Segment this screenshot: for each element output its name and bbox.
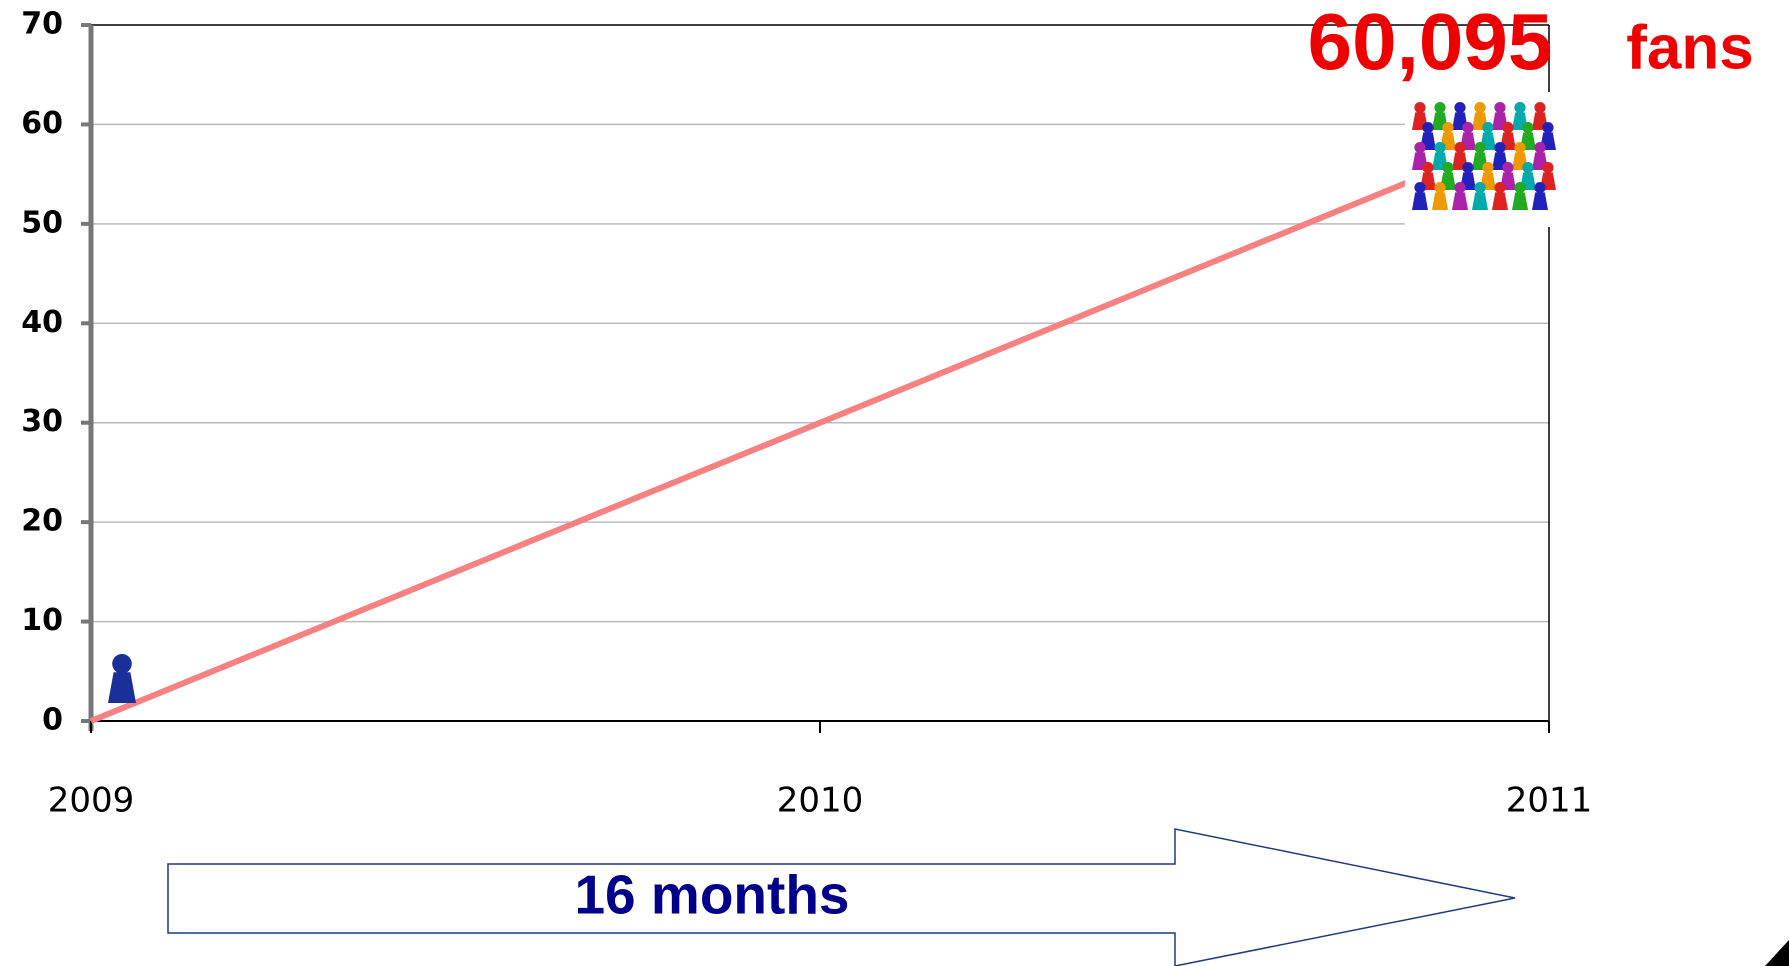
pawn-head xyxy=(1522,122,1533,133)
pawn-head xyxy=(1454,102,1465,113)
pawn-head xyxy=(1514,102,1525,113)
pawn-head xyxy=(1502,162,1513,173)
pawn-head xyxy=(1474,182,1485,193)
pawn-head xyxy=(1474,142,1485,153)
chart: 0 10 20 30 40 50 60 70 2009 2010 2011 16 months 60… xyxy=(0,0,1789,966)
pawn-head xyxy=(1494,102,1505,113)
pawn-icon xyxy=(108,654,136,703)
pawn-head xyxy=(1414,102,1425,113)
y-tick-label: 70 xyxy=(21,7,63,42)
pawn-head xyxy=(1514,182,1525,193)
y-tick-label: 50 xyxy=(21,205,63,240)
pawn-head xyxy=(1414,142,1425,153)
y-tick-label: 0 xyxy=(42,703,63,738)
pawn-head xyxy=(1462,162,1473,173)
y-tick-label: 20 xyxy=(21,504,63,539)
pawn-head xyxy=(1434,182,1445,193)
plot: 0 10 20 30 40 50 60 70 2009 2010 2011 xyxy=(21,7,1592,821)
pawn-head xyxy=(1434,142,1445,153)
x-tick-label: 2010 xyxy=(777,781,864,821)
pawn-head xyxy=(1422,162,1433,173)
pawn-head xyxy=(1542,162,1553,173)
pawn-head xyxy=(1482,162,1493,173)
x-tick-label: 2011 xyxy=(1506,781,1593,821)
pawn-head xyxy=(1434,102,1445,113)
pawn-head xyxy=(1494,142,1505,153)
y-tick-label: 60 xyxy=(21,106,63,141)
pawn-head xyxy=(112,654,132,674)
pawn-head xyxy=(1462,122,1473,133)
pawn-head xyxy=(1482,122,1493,133)
pawn-head xyxy=(1454,142,1465,153)
pawn-head xyxy=(1474,102,1485,113)
y-tick-label: 10 xyxy=(21,603,63,638)
pawn-head xyxy=(1422,122,1433,133)
arrow-label: 16 months xyxy=(574,864,849,926)
pawn-body xyxy=(108,672,136,703)
x-tick-label: 2009 xyxy=(48,781,135,821)
corner-mark xyxy=(1765,940,1789,966)
pawn-head xyxy=(1522,162,1533,173)
pawn-head xyxy=(1534,182,1545,193)
pawn-head xyxy=(1494,182,1505,193)
pawn-head xyxy=(1542,122,1553,133)
pawn-head xyxy=(1502,122,1513,133)
pawn-head xyxy=(1514,142,1525,153)
annotation-unit: fans xyxy=(1626,13,1753,82)
pawn-head xyxy=(1534,102,1545,113)
pawn-head xyxy=(1442,162,1453,173)
pawn-head xyxy=(1442,122,1453,133)
annotation-value: 60,095 xyxy=(1308,0,1553,86)
y-tick-label: 30 xyxy=(21,404,63,439)
page: 0 10 20 30 40 50 60 70 2009 2010 2011 16 months 60… xyxy=(0,0,1789,966)
pawn-head xyxy=(1414,182,1425,193)
y-tick-label: 40 xyxy=(21,305,63,340)
pawn-head xyxy=(1534,142,1545,153)
pawn-head xyxy=(1454,182,1465,193)
